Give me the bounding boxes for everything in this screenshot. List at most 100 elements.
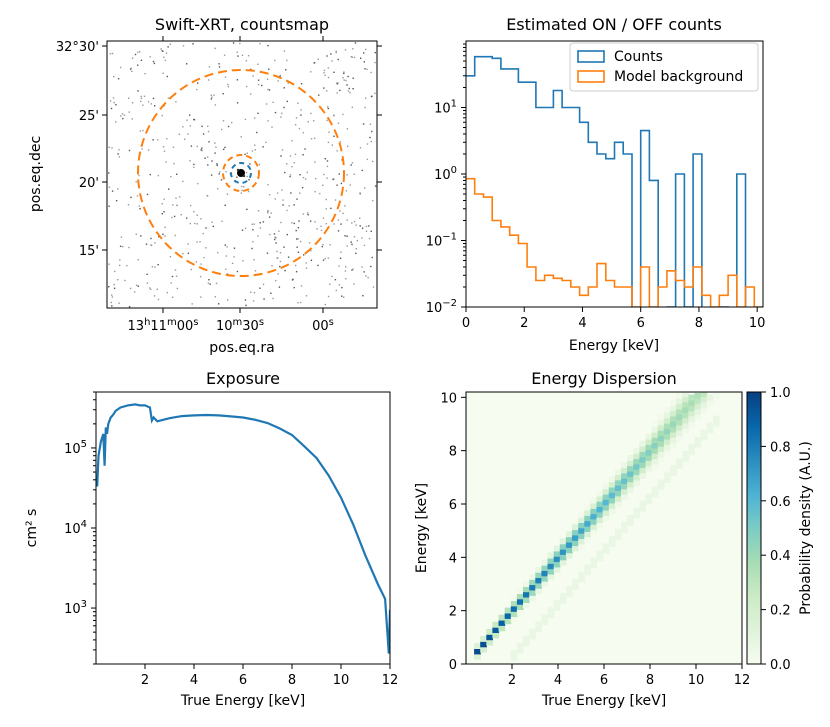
edisp-cell <box>657 430 665 436</box>
count-event <box>217 251 219 254</box>
count-event <box>290 192 292 194</box>
count-event <box>206 195 209 197</box>
count-event <box>336 92 338 94</box>
count-event <box>256 131 258 134</box>
legend-label-counts: Counts <box>614 49 663 65</box>
model-background-series-line <box>466 177 763 307</box>
count-event <box>231 121 233 124</box>
count-event <box>300 114 302 116</box>
count-event <box>297 302 299 304</box>
count-event <box>352 48 354 50</box>
edisp-title: Energy Dispersion <box>531 369 677 388</box>
count-event <box>146 193 149 196</box>
count-event <box>326 177 328 179</box>
edisp-cell <box>670 442 677 449</box>
edisp-cell <box>565 536 573 543</box>
count-event <box>224 204 226 206</box>
edisp-cell <box>645 460 653 467</box>
count-event <box>342 212 344 215</box>
count-event <box>208 79 210 81</box>
count-event <box>113 283 115 286</box>
count-event <box>173 162 175 165</box>
edisp-escape-cell <box>621 522 628 533</box>
onoff-legend: Counts Model background <box>569 42 759 92</box>
count-event <box>337 82 339 84</box>
count-event <box>296 238 298 240</box>
count-event <box>310 259 313 261</box>
colorbar-tick-label: 0.2 <box>770 604 791 619</box>
count-event <box>363 52 365 54</box>
count-event <box>108 146 110 148</box>
count-event <box>274 59 276 62</box>
count-event <box>225 171 227 173</box>
edisp-cell <box>688 410 696 417</box>
count-event <box>237 55 239 57</box>
count-event <box>171 275 174 278</box>
count-event <box>363 61 365 63</box>
count-event <box>118 156 120 158</box>
edisp-cell <box>492 621 500 628</box>
count-event <box>236 102 239 104</box>
count-event <box>241 185 243 188</box>
count-event <box>310 112 312 115</box>
edisp-cell <box>510 595 518 602</box>
count-event <box>347 75 349 78</box>
count-event <box>278 230 280 232</box>
edisp-cell <box>621 488 628 495</box>
count-event <box>226 246 228 248</box>
edisp-cell <box>523 586 530 593</box>
edisp-escape-cell <box>676 458 683 469</box>
count-event <box>327 107 329 110</box>
count-event <box>324 74 326 76</box>
count-event <box>109 100 112 102</box>
edisp-cell <box>651 442 659 449</box>
edisp-cell <box>572 529 579 536</box>
count-event <box>196 241 198 243</box>
count-event <box>301 186 304 189</box>
count-event <box>117 153 119 155</box>
count-event <box>217 188 219 190</box>
count-event <box>340 223 342 225</box>
edisp-cell <box>663 428 671 435</box>
edisp-cell <box>584 510 591 516</box>
count-event <box>250 93 252 95</box>
count-event <box>283 246 285 248</box>
edisp-xtick-label: 4 <box>554 673 562 688</box>
count-event <box>288 205 290 207</box>
edisp-cell <box>492 627 500 633</box>
count-event <box>352 88 354 90</box>
count-event <box>277 80 279 82</box>
edisp-cell <box>547 557 555 564</box>
edisp-cell <box>584 504 591 511</box>
edisp-cell <box>627 465 634 472</box>
count-event <box>350 164 352 166</box>
edisp-cell <box>676 414 683 421</box>
count-event <box>184 138 186 140</box>
count-event <box>289 155 292 157</box>
count-event <box>253 223 255 225</box>
edisp-ytick-label: 4 <box>449 551 457 566</box>
edisp-cell <box>572 540 579 547</box>
count-event <box>275 279 277 282</box>
count-event <box>140 97 143 100</box>
count-event <box>352 268 354 270</box>
edisp-ytick-label: 2 <box>449 605 457 620</box>
count-event <box>211 96 213 98</box>
edisp-ylabel: Energy [keV] <box>414 483 430 573</box>
edisp-cell <box>608 481 616 488</box>
count-event <box>344 205 346 207</box>
onoff-xlabel: Energy [keV] <box>569 338 659 354</box>
countsmap-ytick-label: 20' <box>79 176 99 191</box>
count-event <box>202 133 205 135</box>
count-event <box>372 160 374 163</box>
count-event <box>156 288 158 290</box>
count-event <box>268 89 271 91</box>
count-event <box>142 104 144 106</box>
count-event <box>114 270 116 273</box>
count-event <box>323 69 326 72</box>
count-event <box>173 215 176 218</box>
edisp-xticks: 2 4 6 8 10 12 <box>508 664 750 688</box>
edisp-cell <box>547 573 555 580</box>
onoff-ytick-label: 10−2 <box>426 298 457 316</box>
count-event <box>275 237 277 239</box>
